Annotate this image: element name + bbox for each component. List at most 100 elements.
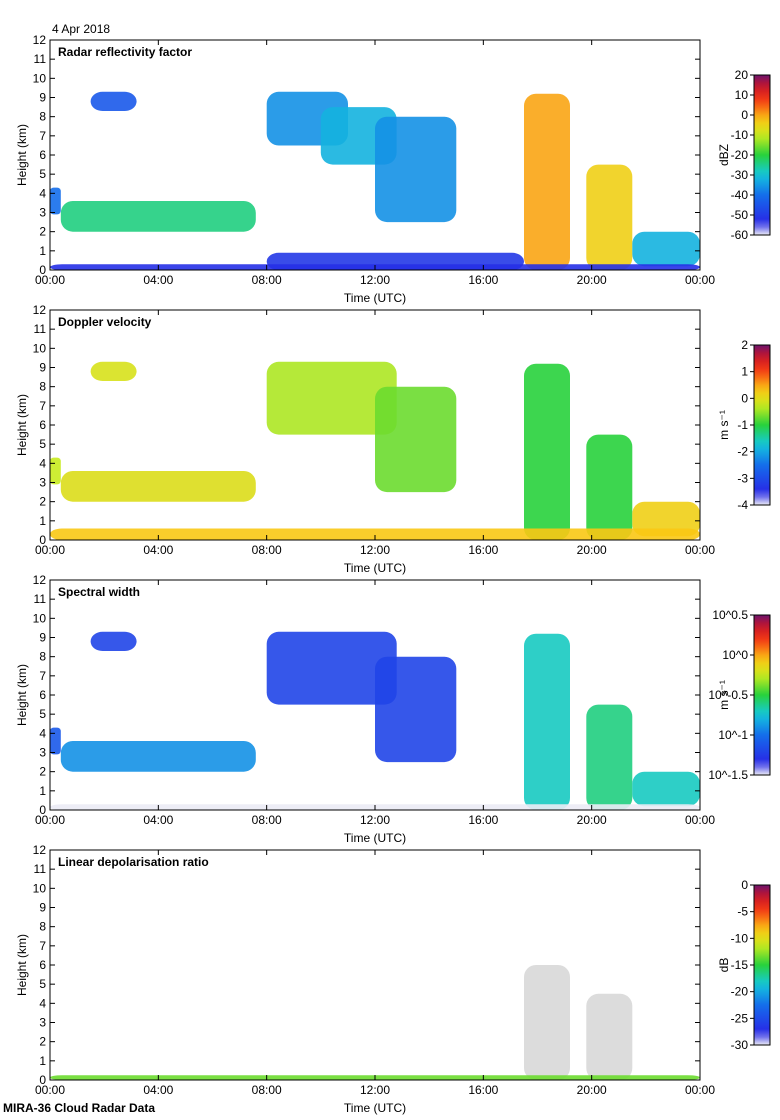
x-axis-label: Time (UTC) <box>344 1101 406 1115</box>
y-tick-label: 2 <box>39 495 46 509</box>
y-axis-label: Height (km) <box>15 664 29 726</box>
y-tick-label: 10 <box>33 881 47 895</box>
x-axis-label: Time (UTC) <box>344 291 406 305</box>
y-axis-label: Height (km) <box>15 934 29 996</box>
colorbar-label: dB <box>717 958 731 973</box>
echo-feature-9 <box>50 528 700 540</box>
colorbar-tick-label: 10^-1.5 <box>708 768 748 782</box>
y-tick-label: 12 <box>33 33 47 47</box>
y-tick-label: 11 <box>34 592 47 606</box>
y-tick-label: 0 <box>39 263 46 277</box>
colorbar-tick-label: -15 <box>731 958 749 972</box>
y-tick-label: 10 <box>33 71 47 85</box>
y-tick-label: 11 <box>34 52 47 66</box>
echo-feature-1 <box>524 965 570 1080</box>
colorbar-tick-label: -4 <box>737 498 748 512</box>
x-tick-label: 04:00 <box>143 543 173 557</box>
echo-feature-3 <box>90 91 137 111</box>
x-axis-label: Time (UTC) <box>344 561 406 575</box>
colorbar-tick-label: -2 <box>737 445 748 459</box>
y-tick-label: 4 <box>39 456 46 470</box>
colorbar-tick-label: 0 <box>741 391 748 405</box>
colorbar <box>753 884 771 1046</box>
colorbar-tick-label: -60 <box>731 228 749 242</box>
y-tick-label: 0 <box>39 1073 46 1087</box>
y-tick-label: 7 <box>39 669 46 683</box>
echo-feature-1 <box>50 457 61 485</box>
colorbar-tick-label: 10^-0.5 <box>708 688 748 702</box>
x-tick-label: 20:00 <box>577 273 607 287</box>
y-tick-label: 7 <box>39 399 46 413</box>
echo-feature-1 <box>50 187 61 215</box>
date-label: 4 Apr 2018 <box>52 22 111 36</box>
y-tick-label: 8 <box>39 650 46 664</box>
y-tick-label: 1 <box>39 244 46 258</box>
colorbar-tick-label: 0 <box>741 108 748 122</box>
colorbar-tick-label: -10 <box>731 128 749 142</box>
y-tick-label: 6 <box>39 418 46 432</box>
panel-title: Linear depolarisation ratio <box>58 855 209 869</box>
x-tick-label: 16:00 <box>468 273 498 287</box>
x-tick-label: 00:00 <box>35 1083 65 1097</box>
x-tick-label: 00:00 <box>685 1083 715 1097</box>
echo-feature-5 <box>375 656 457 763</box>
echo-feature-2 <box>60 741 256 772</box>
colorbar-tick-label: 0 <box>741 878 748 892</box>
x-tick-label: 08:00 <box>252 543 282 557</box>
echo-feature-2 <box>60 201 256 232</box>
x-tick-label: 04:00 <box>143 273 173 287</box>
y-tick-label: 6 <box>39 148 46 162</box>
x-tick-label: 08:00 <box>252 273 282 287</box>
y-tick-label: 3 <box>39 1016 46 1030</box>
y-tick-label: 8 <box>39 380 46 394</box>
y-axis-label: Height (km) <box>15 394 29 456</box>
x-tick-label: 20:00 <box>577 1083 607 1097</box>
x-tick-label: 04:00 <box>143 1083 173 1097</box>
colorbar-tick-label: 2 <box>741 338 748 352</box>
y-tick-label: 8 <box>39 920 46 934</box>
x-tick-label: 04:00 <box>143 813 173 827</box>
colorbar-tick-label: 10^-1 <box>718 728 748 742</box>
y-tick-label: 4 <box>39 726 46 740</box>
echo-feature-3 <box>90 631 137 651</box>
y-tick-label: 2 <box>39 765 46 779</box>
y-tick-label: 7 <box>39 129 46 143</box>
y-tick-label: 9 <box>39 91 46 105</box>
echo-feature-1 <box>50 727 61 755</box>
y-tick-label: 0 <box>39 533 46 547</box>
y-tick-label: 5 <box>39 977 46 991</box>
x-tick-label: 12:00 <box>360 273 390 287</box>
colorbar-tick-label: -50 <box>731 208 749 222</box>
x-axis-label: Time (UTC) <box>344 831 406 845</box>
x-tick-label: 20:00 <box>577 813 607 827</box>
y-tick-label: 4 <box>39 186 46 200</box>
y-tick-label: 9 <box>39 631 46 645</box>
panel-title: Spectral width <box>58 585 140 599</box>
y-tick-label: 9 <box>39 901 46 915</box>
colorbar-tick-label: -25 <box>731 1011 749 1025</box>
x-tick-label: 16:00 <box>468 1083 498 1097</box>
colorbar-tick-label: -3 <box>737 471 748 485</box>
y-tick-label: 11 <box>34 322 47 336</box>
colorbar-tick-label: 10^0 <box>722 648 748 662</box>
x-tick-label: 20:00 <box>577 543 607 557</box>
y-tick-label: 3 <box>39 746 46 760</box>
echo-feature-6 <box>524 363 570 540</box>
panel-title: Radar reflectivity factor <box>58 45 192 59</box>
colorbar-label: m s⁻¹ <box>717 680 731 710</box>
echo-feature-4 <box>266 631 397 705</box>
colorbar-tick-label: -30 <box>731 168 749 182</box>
footer-label: MIRA-36 Cloud Radar Data <box>3 1101 156 1115</box>
echo-feature-6 <box>524 633 570 810</box>
y-axis-label: Height (km) <box>15 124 29 186</box>
y-tick-label: 5 <box>39 437 46 451</box>
y-tick-label: 8 <box>39 110 46 124</box>
echo-feature-7 <box>586 434 633 540</box>
echo-feature-2 <box>60 471 256 502</box>
colorbar-tick-label: 10^0.5 <box>712 608 748 622</box>
y-tick-label: 5 <box>39 707 46 721</box>
echo-feature-7 <box>586 704 633 810</box>
echo-feature-9 <box>632 231 700 267</box>
x-tick-label: 00:00 <box>35 273 65 287</box>
